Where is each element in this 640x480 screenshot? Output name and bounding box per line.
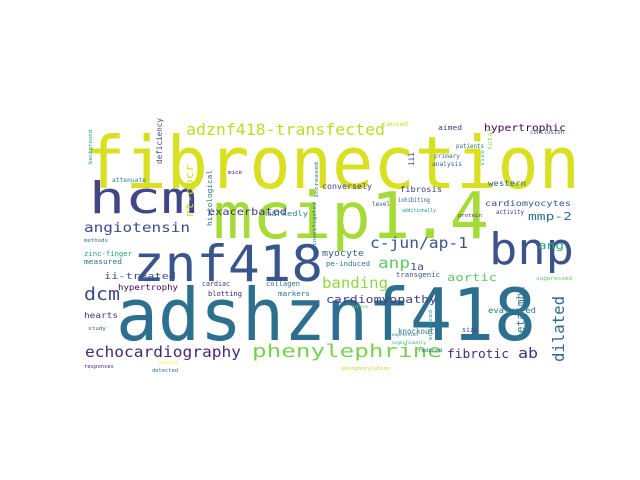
word: cardiomyopathy — [326, 293, 437, 306]
word: hypertrophy — [118, 283, 178, 292]
word: study — [88, 326, 106, 332]
word: pe-induced — [326, 260, 370, 268]
word: protein — [458, 213, 482, 219]
word: mmp-2 — [528, 210, 572, 223]
word: c-jun/ap-1 — [370, 234, 468, 252]
word: western — [488, 179, 526, 188]
word: level — [372, 201, 390, 208]
word: iii — [407, 152, 416, 166]
word: aortic — [447, 271, 497, 284]
word: transgenic — [396, 271, 440, 279]
word: significantly — [392, 340, 427, 345]
word: additionally — [402, 208, 436, 214]
word: anp — [378, 254, 410, 272]
word: cardiac — [202, 280, 230, 288]
word: conversely — [322, 182, 372, 191]
word: markedly — [266, 210, 308, 218]
word: angiotensin — [84, 221, 190, 236]
word: detected — [152, 368, 178, 374]
word: echocardiography — [85, 343, 241, 361]
word: attenuate — [112, 177, 146, 184]
word: adshznf418 — [116, 273, 536, 357]
word: hcm — [89, 173, 197, 224]
word: fibronection — [84, 121, 580, 205]
word: responses — [84, 364, 114, 370]
word: rt-qpcr — [183, 164, 196, 218]
word: results — [158, 360, 179, 365]
word: deficiency — [155, 118, 164, 164]
word: dilated — [549, 296, 568, 362]
word: ab — [518, 346, 538, 362]
word: ii-treated — [104, 272, 176, 282]
word: mice — [228, 170, 242, 176]
word: conclusion — [530, 129, 564, 136]
word: mcip1.4 — [213, 180, 489, 254]
word: vivo — [479, 150, 486, 166]
word: evaluated — [488, 306, 536, 315]
word: activity — [496, 209, 524, 216]
word: zinc-finger — [84, 250, 132, 258]
word: caused — [382, 121, 408, 128]
word: mrna — [352, 304, 369, 309]
word: hypertrophic — [484, 123, 566, 134]
word: phosphorylation — [342, 366, 390, 372]
word: primary — [434, 153, 460, 160]
word: myocyte — [322, 249, 364, 259]
word: exacerbated — [208, 207, 287, 218]
word: markers — [278, 290, 310, 298]
word: fibrosis — [400, 185, 442, 194]
word: enhanced — [428, 310, 434, 340]
word: reduced — [418, 348, 442, 354]
word: znf418 — [133, 235, 323, 293]
word: fibrotic — [447, 347, 509, 361]
word: increased — [314, 162, 320, 198]
word: 1a — [410, 262, 424, 273]
word: beta-mhc — [514, 286, 527, 340]
word: inhibiting — [398, 197, 430, 204]
word: dcm — [84, 284, 120, 305]
word: suppressed — [536, 276, 572, 282]
word: total — [487, 128, 494, 150]
word: ang — [538, 239, 564, 252]
word: investigated — [312, 202, 318, 246]
word: collagen — [266, 280, 300, 288]
word: blotting — [208, 290, 242, 298]
word: expression — [392, 332, 419, 337]
word: hearts — [84, 311, 118, 320]
word: size — [462, 326, 478, 334]
word: patients — [456, 143, 484, 150]
word: knockout — [398, 327, 434, 336]
word: bnp — [489, 224, 574, 275]
word: background — [88, 130, 94, 164]
word: cardiomyocytes — [485, 199, 571, 208]
word: aimed — [438, 124, 462, 132]
word: measured — [84, 258, 122, 266]
word: histological — [206, 170, 214, 226]
word: adznf418-transfected — [186, 120, 385, 139]
word: banding — [322, 274, 388, 292]
word: analysis — [432, 161, 462, 168]
word: methods — [84, 238, 108, 244]
word: phenylephrine — [252, 341, 442, 362]
